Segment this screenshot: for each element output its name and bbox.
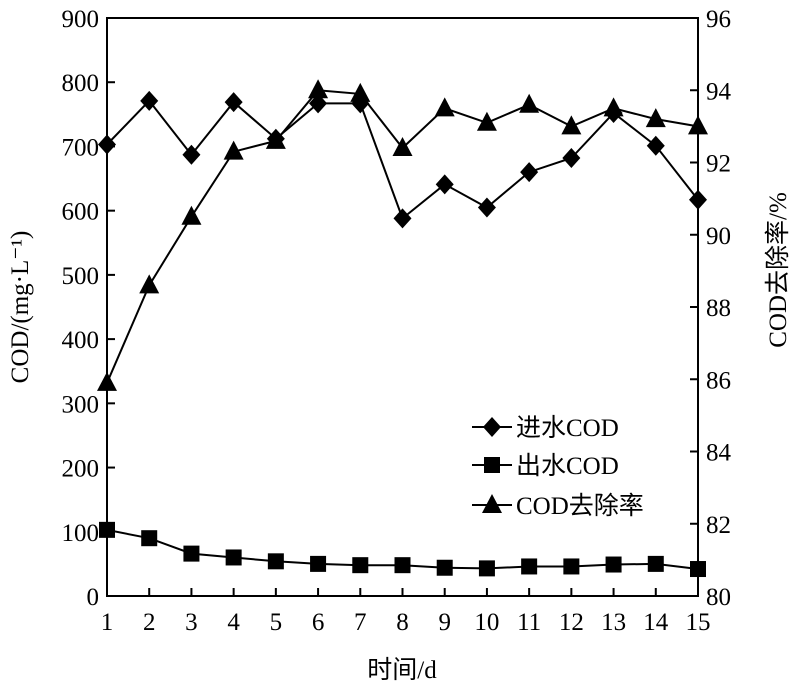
legend-marker-triangle-icon xyxy=(482,494,502,513)
left-tick-label: 800 xyxy=(62,70,100,97)
y-axis-left-title: COD/(mg·L⁻¹) xyxy=(7,231,34,384)
x-tick-label: 10 xyxy=(474,609,499,636)
data-point-square xyxy=(436,559,453,576)
series-diamond xyxy=(98,90,707,229)
data-point-diamond xyxy=(435,174,454,195)
series-square xyxy=(99,521,706,578)
data-point-diamond xyxy=(309,93,328,114)
data-point-square xyxy=(647,555,664,572)
data-point-diamond xyxy=(646,135,665,156)
y-axis-right-title: COD去除率/% xyxy=(764,192,792,348)
series-layer xyxy=(97,79,708,578)
data-point-square xyxy=(352,557,369,574)
legend-item-outflow-cod: 出水COD xyxy=(472,452,619,480)
x-axis-ticks: 1 2 3 4 5 6 7 8 9 10 11 12 13 14 15 xyxy=(101,588,711,636)
legend: 进水COD 出水COD COD去除率 xyxy=(472,414,644,520)
data-point-square xyxy=(690,561,706,578)
legend-label-removal-rate: COD去除率 xyxy=(516,492,644,520)
left-tick-label: 400 xyxy=(62,327,100,354)
x-tick-label: 11 xyxy=(517,609,541,636)
data-point-triangle xyxy=(645,108,666,128)
data-point-diamond xyxy=(477,197,496,218)
left-tick-label: 0 xyxy=(87,584,100,611)
x-tick-label: 8 xyxy=(396,609,409,636)
x-tick-label: 12 xyxy=(559,609,584,636)
x-axis-title: 时间/d xyxy=(367,656,437,684)
data-point-square xyxy=(478,560,495,577)
left-tick-label: 200 xyxy=(62,456,100,483)
right-axis-ticks: 80 82 84 86 88 90 92 94 96 xyxy=(690,6,732,611)
legend-label-outflow-cod: 出水COD xyxy=(516,452,619,480)
data-point-diamond xyxy=(140,90,159,111)
data-point-triangle xyxy=(308,79,329,99)
data-point-square xyxy=(99,521,115,538)
data-point-square xyxy=(141,530,158,547)
data-point-square xyxy=(563,558,580,575)
data-point-diamond xyxy=(182,144,201,165)
data-point-triangle xyxy=(519,93,540,113)
x-tick-label: 9 xyxy=(438,609,451,636)
left-tick-label: 700 xyxy=(62,134,100,161)
legend-item-removal-rate: COD去除率 xyxy=(472,492,644,520)
data-point-triangle xyxy=(350,82,371,102)
right-tick-label: 90 xyxy=(706,223,731,250)
x-tick-label: 6 xyxy=(312,609,325,636)
x-tick-label: 14 xyxy=(643,609,669,636)
data-point-diamond xyxy=(224,92,243,113)
x-tick-label: 3 xyxy=(185,609,198,636)
right-tick-label: 86 xyxy=(706,367,731,394)
data-point-square xyxy=(183,545,200,562)
data-point-square xyxy=(394,557,411,574)
data-point-triangle xyxy=(392,137,413,157)
left-tick-label: 900 xyxy=(62,6,100,33)
left-axis-ticks: 0 100 200 300 400 500 600 700 800 900 xyxy=(62,6,115,611)
x-tick-label: 15 xyxy=(686,609,711,636)
left-tick-label: 500 xyxy=(62,263,100,290)
data-point-triangle xyxy=(561,115,582,135)
data-point-triangle xyxy=(223,140,244,160)
x-tick-label: 7 xyxy=(354,609,367,636)
x-tick-label: 2 xyxy=(143,609,156,636)
data-point-diamond xyxy=(98,134,116,155)
data-point-triangle xyxy=(434,97,455,117)
x-tick-label: 5 xyxy=(270,609,283,636)
legend-item-inflow-cod: 进水COD xyxy=(472,414,619,442)
right-tick-label: 96 xyxy=(706,6,731,33)
data-point-square xyxy=(310,555,327,572)
left-tick-label: 600 xyxy=(62,199,100,226)
legend-marker-square-icon xyxy=(484,457,500,473)
right-tick-label: 84 xyxy=(706,440,732,467)
data-point-diamond xyxy=(562,148,581,169)
series-line xyxy=(106,89,699,384)
x-tick-label: 1 xyxy=(101,609,114,636)
right-tick-label: 92 xyxy=(706,151,731,178)
data-point-triangle xyxy=(476,111,497,131)
right-tick-label: 82 xyxy=(706,512,731,539)
data-point-triangle xyxy=(603,97,624,117)
data-point-square xyxy=(605,556,622,573)
series-triangle xyxy=(97,79,708,391)
data-point-diamond xyxy=(393,208,412,229)
data-point-triangle xyxy=(688,115,708,135)
legend-label-inflow-cod: 进水COD xyxy=(516,414,619,442)
left-tick-label: 300 xyxy=(62,391,100,418)
x-tick-label: 13 xyxy=(601,609,626,636)
right-tick-label: 94 xyxy=(706,78,732,105)
left-tick-label: 100 xyxy=(62,520,100,547)
data-point-triangle xyxy=(181,205,202,225)
right-tick-label: 80 xyxy=(706,584,731,611)
data-point-square xyxy=(267,553,284,570)
data-point-square xyxy=(225,549,242,566)
data-point-diamond xyxy=(689,189,707,210)
data-point-square xyxy=(521,558,538,575)
x-tick-label: 4 xyxy=(227,609,240,636)
data-point-triangle xyxy=(97,371,117,391)
data-point-diamond xyxy=(520,162,539,183)
data-point-triangle xyxy=(265,129,286,149)
data-point-triangle xyxy=(139,274,160,294)
legend-marker-diamond-icon xyxy=(483,417,501,437)
right-tick-label: 88 xyxy=(706,295,731,322)
